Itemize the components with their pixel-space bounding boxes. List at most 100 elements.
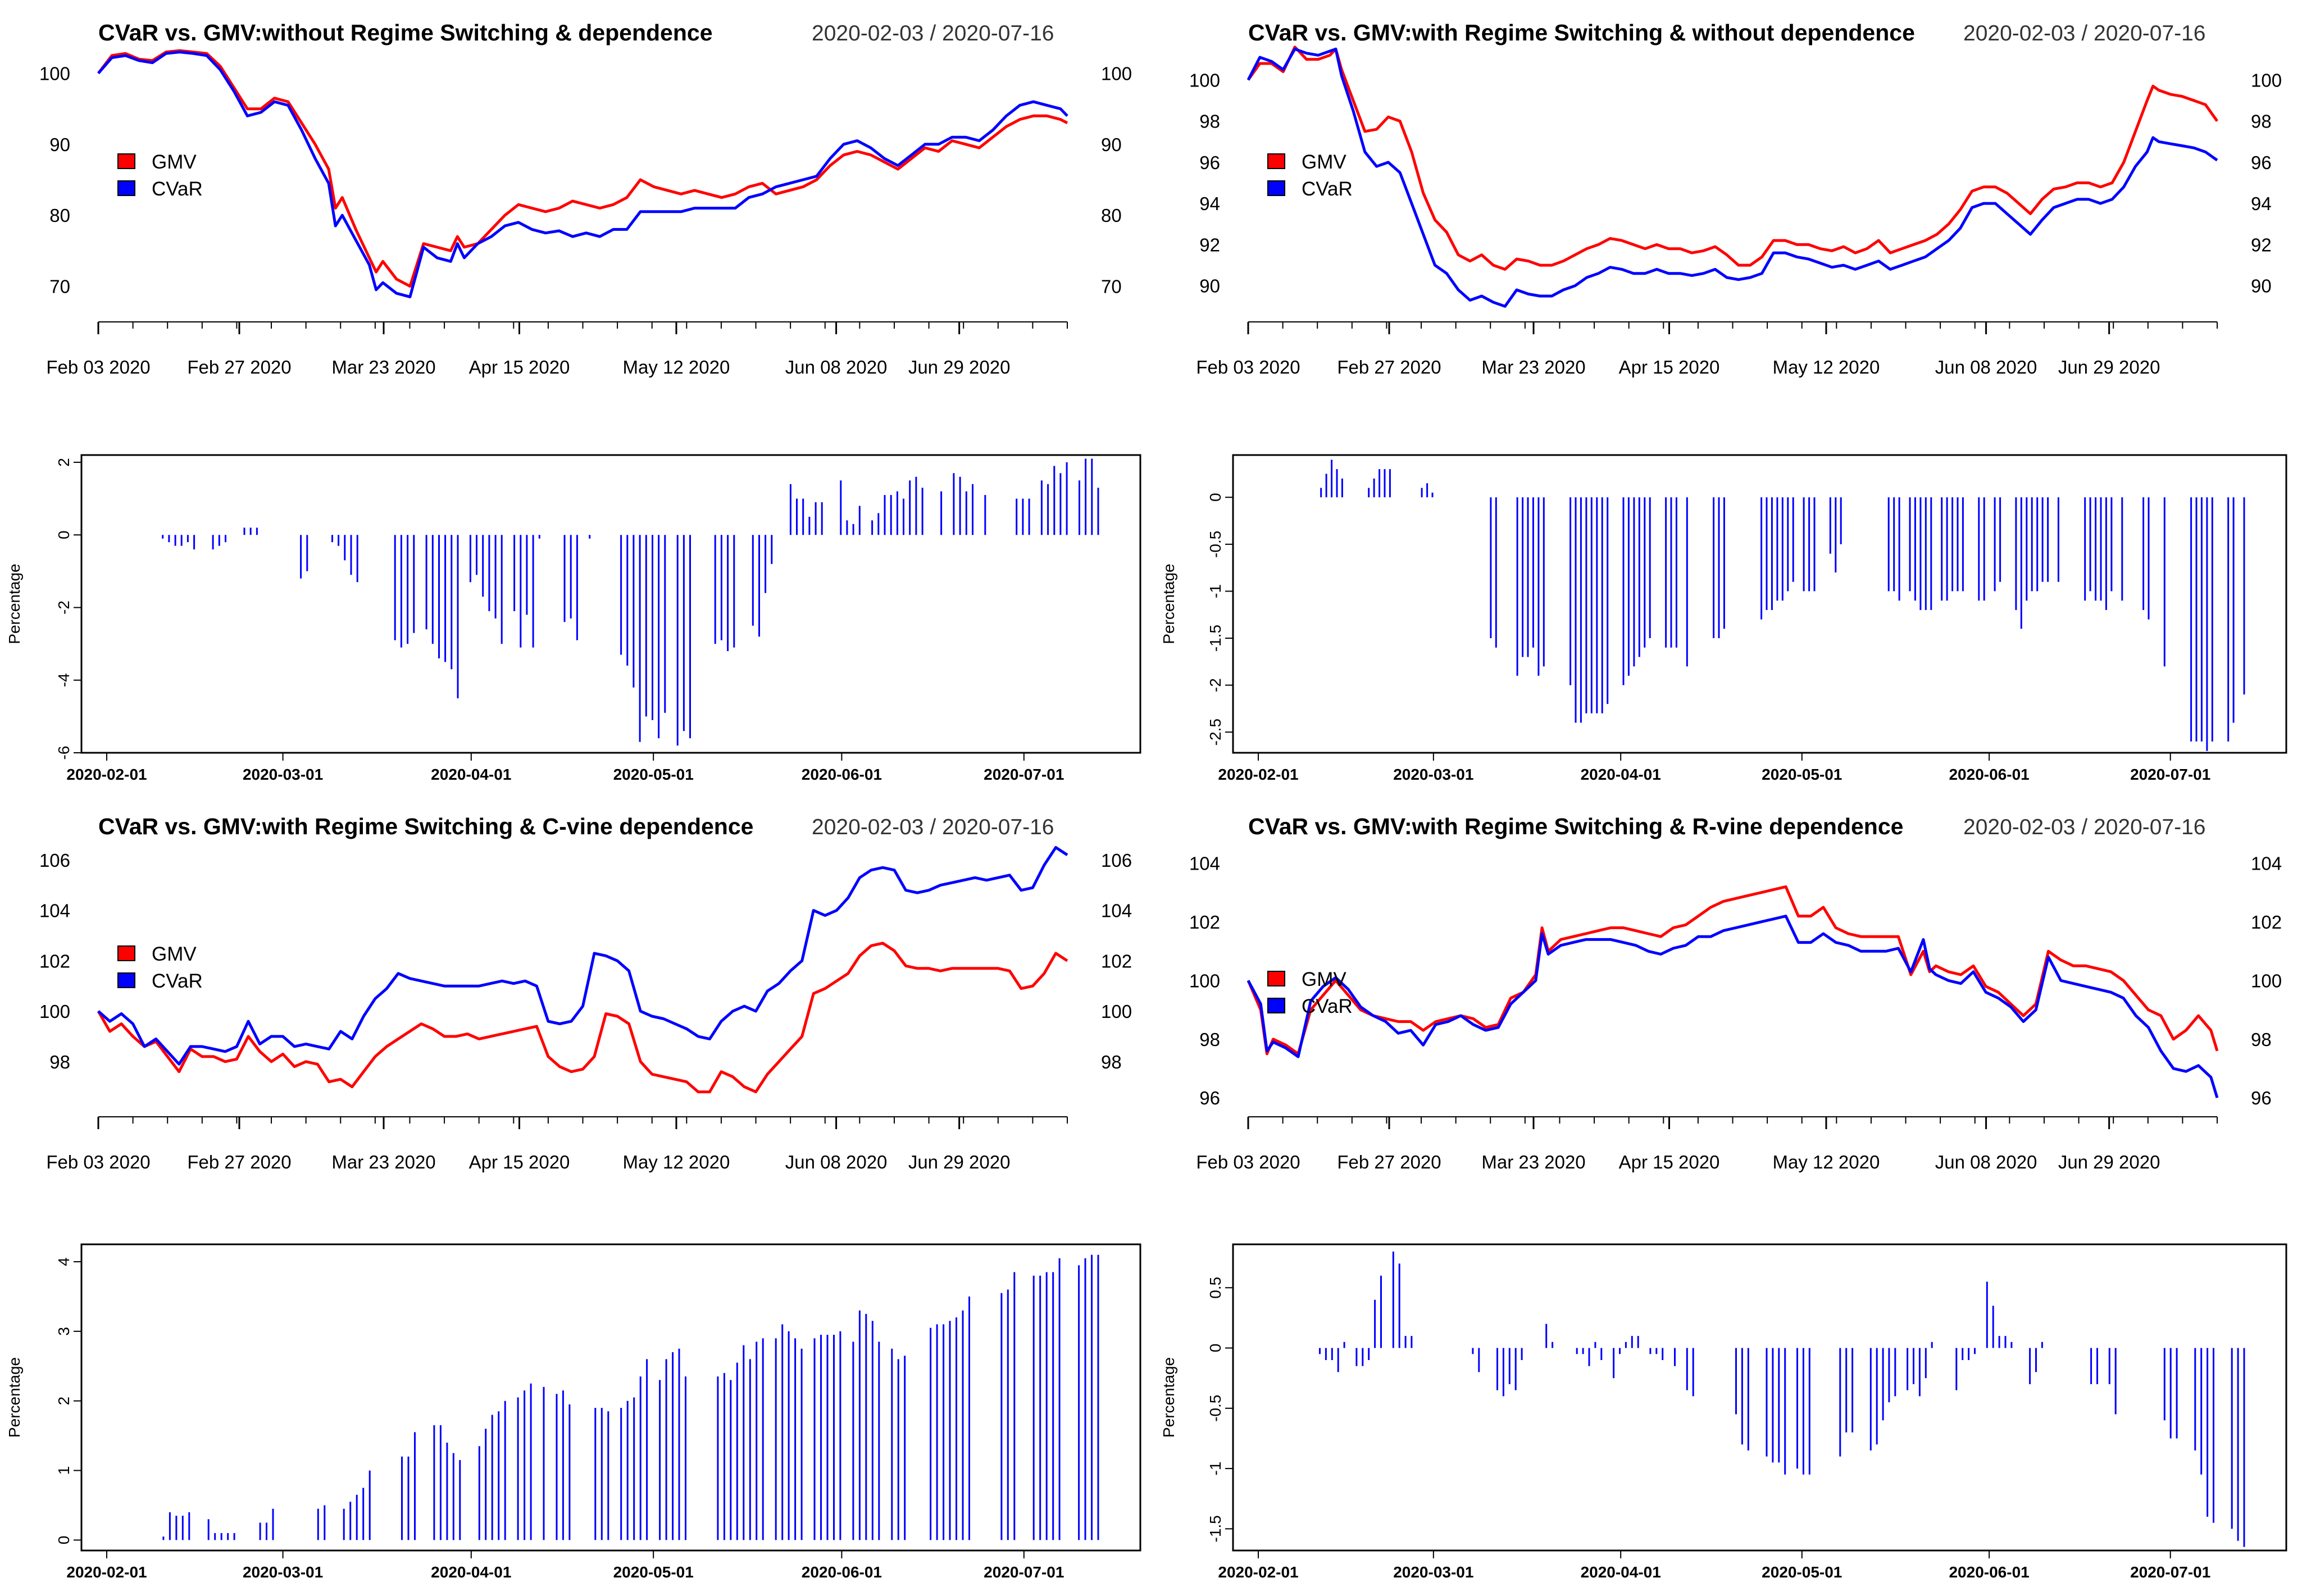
date-range: 2020-02-03 / 2020-07-16 bbox=[812, 815, 1054, 839]
y-tick-label-right: 98 bbox=[2251, 1029, 2272, 1050]
y-tick-label-right: 96 bbox=[2251, 1088, 2272, 1108]
legend-label-gmv: GMV bbox=[1302, 151, 1346, 173]
x-tick-label: Jun 08 2020 bbox=[1935, 1152, 2037, 1172]
y-tick-label: -1 bbox=[1207, 1462, 1224, 1476]
y-tick-label: 2 bbox=[55, 1397, 72, 1406]
x-tick-label: 2020-02-01 bbox=[1218, 1563, 1298, 1581]
series-line-cvar bbox=[1246, 47, 2218, 308]
series-line-gmv bbox=[1246, 885, 2219, 1056]
y-tick-label-left: 98 bbox=[1199, 111, 1220, 132]
x-tick-label: 2020-07-01 bbox=[2130, 1563, 2210, 1581]
x-tick-label: Apr 15 2020 bbox=[1619, 357, 1720, 378]
date-range: 2020-02-03 / 2020-07-16 bbox=[1963, 815, 2206, 839]
y-tick-label-right: 104 bbox=[1101, 901, 1132, 921]
series-line-cvar bbox=[97, 846, 1068, 1066]
y-axis-title: Percentage bbox=[1160, 1357, 1177, 1438]
y-tick-label-left: 96 bbox=[1199, 1088, 1220, 1108]
x-tick-label: Jun 29 2020 bbox=[908, 1152, 1011, 1172]
y-tick-label-left: 98 bbox=[1199, 1029, 1220, 1050]
x-tick-label: 2020-05-01 bbox=[1762, 1563, 1842, 1581]
x-tick-label: 2020-03-01 bbox=[243, 1563, 323, 1581]
x-tick-label: 2020-02-01 bbox=[66, 1563, 147, 1581]
y-tick-label: -2.5 bbox=[1207, 719, 1224, 745]
series-line-cvar bbox=[97, 51, 1068, 298]
x-tick-label: 2020-05-01 bbox=[1762, 766, 1842, 783]
x-tick-label: May 12 2020 bbox=[623, 357, 730, 378]
x-tick-label: Feb 03 2020 bbox=[1196, 1152, 1300, 1172]
x-tick-label: Feb 03 2020 bbox=[46, 357, 150, 378]
legend-swatch-cvar bbox=[1267, 180, 1285, 196]
x-tick-label: 2020-06-01 bbox=[802, 766, 882, 783]
y-axis-title: Percentage bbox=[6, 563, 23, 644]
x-tick-label: 2020-02-01 bbox=[1218, 766, 1298, 783]
y-tick-label-left: 98 bbox=[49, 1052, 70, 1072]
plot-frame bbox=[1232, 1243, 2287, 1552]
legend-swatch-gmv bbox=[1267, 971, 1285, 986]
y-tick-label-left: 90 bbox=[49, 134, 70, 155]
legend-label-cvar: CVaR bbox=[1302, 995, 1353, 1017]
date-range: 2020-02-03 / 2020-07-16 bbox=[1963, 21, 2206, 46]
x-tick-label: 2020-07-01 bbox=[984, 1563, 1064, 1581]
y-tick-label-right: 100 bbox=[1101, 63, 1132, 84]
y-tick-label: -4 bbox=[55, 673, 72, 687]
y-tick-label-left: 100 bbox=[1189, 70, 1220, 90]
x-tick-label: Apr 15 2020 bbox=[469, 1152, 570, 1172]
y-tick-label-right: 100 bbox=[1101, 1001, 1132, 1022]
x-tick-label: 2020-07-01 bbox=[984, 766, 1064, 783]
y-tick-label: 1 bbox=[55, 1466, 72, 1475]
y-tick-label: 3 bbox=[55, 1327, 72, 1336]
y-tick-label: -0.5 bbox=[1207, 531, 1224, 558]
y-axis-title: Percentage bbox=[6, 1357, 23, 1438]
x-tick-label: 2020-03-01 bbox=[1393, 1563, 1473, 1581]
y-tick-label-left: 100 bbox=[1189, 970, 1220, 991]
y-tick-label: -1.5 bbox=[1207, 625, 1224, 652]
x-tick-label: Apr 15 2020 bbox=[469, 357, 570, 378]
y-tick-label-right: 100 bbox=[2251, 70, 2282, 90]
x-tick-label: Feb 27 2020 bbox=[187, 357, 291, 378]
x-tick-label: Feb 27 2020 bbox=[1337, 1152, 1441, 1172]
y-tick-label-left: 102 bbox=[39, 951, 70, 971]
plot-frame bbox=[1232, 454, 2287, 754]
y-tick-label-right: 90 bbox=[1101, 134, 1122, 155]
y-tick-label: 2 bbox=[55, 458, 72, 467]
y-tick-label: 0 bbox=[1207, 493, 1224, 502]
series-line-cvar bbox=[1246, 915, 2219, 1098]
plot-frame bbox=[80, 1243, 1141, 1552]
x-tick-label: Mar 23 2020 bbox=[1481, 357, 1585, 378]
x-tick-label: 2020-03-01 bbox=[243, 766, 323, 783]
y-tick-label-left: 104 bbox=[39, 901, 70, 921]
x-tick-label: 2020-02-01 bbox=[66, 766, 147, 783]
legend-label-gmv: GMV bbox=[1302, 968, 1346, 990]
x-tick-label: 2020-07-01 bbox=[2130, 766, 2210, 783]
y-tick-label: -1 bbox=[1207, 584, 1224, 598]
x-tick-label: 2020-04-01 bbox=[1581, 766, 1661, 783]
chart-title: CVaR vs. GMV:with Regime Switching & R-v… bbox=[1248, 813, 1903, 839]
legend-swatch-gmv bbox=[1267, 153, 1285, 169]
x-tick-label: 2020-06-01 bbox=[1949, 766, 2029, 783]
x-tick-label: Feb 03 2020 bbox=[46, 1152, 150, 1172]
x-tick-label: May 12 2020 bbox=[623, 1152, 730, 1172]
y-tick-label-right: 70 bbox=[1101, 276, 1122, 297]
x-tick-label: 2020-05-01 bbox=[613, 766, 694, 783]
y-tick-label: -2 bbox=[55, 601, 72, 615]
y-tick-label-left: 102 bbox=[1189, 912, 1220, 933]
chart-title: CVaR vs. GMV:without Regime Switching & … bbox=[98, 20, 713, 46]
y-tick-label-right: 98 bbox=[2251, 111, 2272, 132]
y-tick-label-left: 104 bbox=[1189, 853, 1220, 874]
y-tick-label-left: 80 bbox=[49, 205, 70, 226]
x-tick-label: Apr 15 2020 bbox=[1619, 1152, 1720, 1172]
y-tick-label-right: 106 bbox=[1101, 850, 1132, 871]
y-tick-label: -0.5 bbox=[1207, 1395, 1224, 1422]
y-axis-title: Percentage bbox=[1160, 563, 1177, 644]
chart-title: CVaR vs. GMV:with Regime Switching & C-v… bbox=[98, 813, 753, 839]
y-tick-label: -1.5 bbox=[1207, 1515, 1224, 1542]
legend-label-cvar: CVaR bbox=[1302, 178, 1353, 200]
x-tick-label: May 12 2020 bbox=[1773, 357, 1880, 378]
y-tick-label-left: 90 bbox=[1199, 276, 1220, 297]
y-tick-label-right: 92 bbox=[2251, 234, 2272, 255]
x-tick-label: 2020-03-01 bbox=[1393, 766, 1473, 783]
y-tick-label-right: 104 bbox=[2251, 853, 2282, 874]
legend-label-cvar: CVaR bbox=[152, 178, 203, 200]
x-tick-label: 2020-06-01 bbox=[1949, 1563, 2029, 1581]
